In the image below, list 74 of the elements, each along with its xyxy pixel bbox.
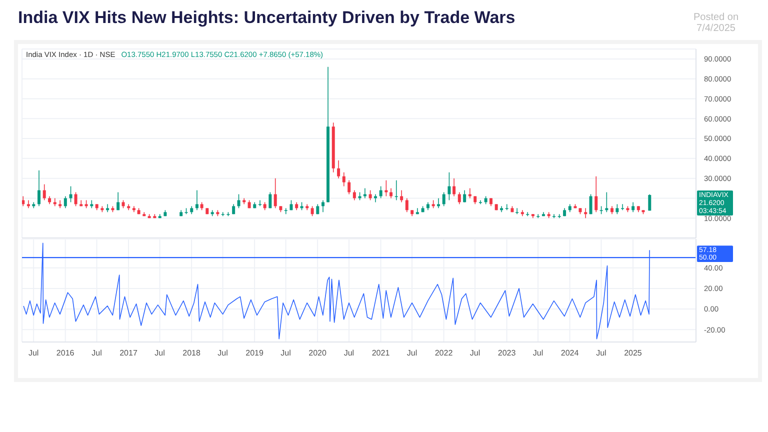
x-tick-label: Jul bbox=[218, 348, 228, 358]
x-tick-label: 2022 bbox=[434, 348, 454, 358]
candlestick bbox=[58, 200, 62, 209]
candlestick bbox=[69, 186, 72, 203]
chart-title: India VIX Hits New Heights: Uncertainty Driven by Trade Wars bbox=[18, 8, 516, 28]
candlestick bbox=[405, 198, 408, 213]
candlestick bbox=[442, 192, 446, 207]
candlestick bbox=[22, 196, 25, 207]
x-tick-label: Jul bbox=[532, 348, 544, 358]
x-tick-label: Jul bbox=[596, 348, 607, 358]
candlestick bbox=[605, 192, 608, 213]
candlestick bbox=[374, 194, 377, 203]
x-tick-label: 2018 bbox=[182, 348, 201, 358]
x-tick-label: 2016 bbox=[56, 348, 75, 358]
candlestick bbox=[448, 172, 451, 201]
candlestick bbox=[42, 184, 46, 201]
candlestick bbox=[458, 192, 461, 205]
candlestick bbox=[221, 212, 224, 217]
candlestick bbox=[64, 196, 67, 209]
candlestick bbox=[116, 192, 120, 211]
x-tick-label: Jul bbox=[154, 348, 166, 358]
candlestick bbox=[452, 178, 456, 197]
x-tick-label: Jul bbox=[92, 348, 102, 358]
x-tick-label: 2023 bbox=[498, 348, 516, 358]
candlestick bbox=[284, 208, 288, 215]
candlestick bbox=[394, 180, 398, 201]
candlestick bbox=[258, 200, 262, 207]
x-tick-label: Jul bbox=[344, 348, 354, 358]
candlestick bbox=[468, 188, 472, 199]
candlestick bbox=[589, 194, 592, 215]
x-tick-label: 2024 bbox=[560, 348, 580, 358]
candlestick bbox=[390, 188, 393, 199]
x-tick-label: 2019 bbox=[246, 348, 264, 358]
candlestick bbox=[268, 192, 272, 209]
candlestick bbox=[516, 208, 519, 215]
chart-subtitle: Posted on 7/4/2025 bbox=[692, 12, 740, 34]
candlestick bbox=[594, 176, 598, 213]
candlestick bbox=[106, 204, 110, 213]
x-tick-label: Jul bbox=[470, 348, 480, 358]
candlestick bbox=[648, 194, 652, 212]
candlestick bbox=[274, 178, 277, 209]
x-tick-label: 2020 bbox=[308, 348, 328, 358]
candlestick bbox=[348, 180, 351, 195]
candlestick bbox=[379, 186, 382, 199]
x-tick-label: Jul bbox=[406, 348, 418, 358]
candlestick bbox=[536, 214, 540, 219]
candlestick bbox=[632, 202, 635, 213]
candlestick bbox=[616, 204, 619, 215]
candlestick bbox=[322, 200, 324, 213]
candlestick bbox=[363, 188, 366, 199]
candlestick bbox=[584, 208, 588, 219]
candlestick bbox=[337, 160, 340, 179]
candlestick bbox=[400, 190, 404, 203]
candlestick bbox=[342, 172, 346, 187]
candlestick bbox=[195, 190, 198, 211]
candlestick bbox=[552, 214, 556, 219]
candlestick bbox=[53, 198, 56, 207]
x-tick-label: 2025 bbox=[624, 348, 642, 358]
candlestick bbox=[478, 200, 482, 205]
candlestick bbox=[505, 204, 508, 211]
x-tick-label: 2017 bbox=[120, 348, 138, 358]
candlestick bbox=[38, 170, 40, 207]
x-tick-label: Jul bbox=[28, 348, 39, 358]
candlestick bbox=[26, 200, 30, 209]
x-tick-label: 2021 bbox=[372, 348, 390, 358]
candlestick bbox=[74, 192, 78, 207]
candlestick bbox=[368, 190, 372, 201]
candlestick bbox=[352, 190, 356, 201]
candlestick bbox=[437, 198, 440, 209]
x-tick-label: Jul bbox=[280, 348, 292, 358]
candlestick bbox=[237, 194, 240, 209]
candlestick bbox=[621, 204, 624, 211]
candlestick bbox=[310, 206, 314, 217]
candlestick bbox=[526, 212, 530, 217]
